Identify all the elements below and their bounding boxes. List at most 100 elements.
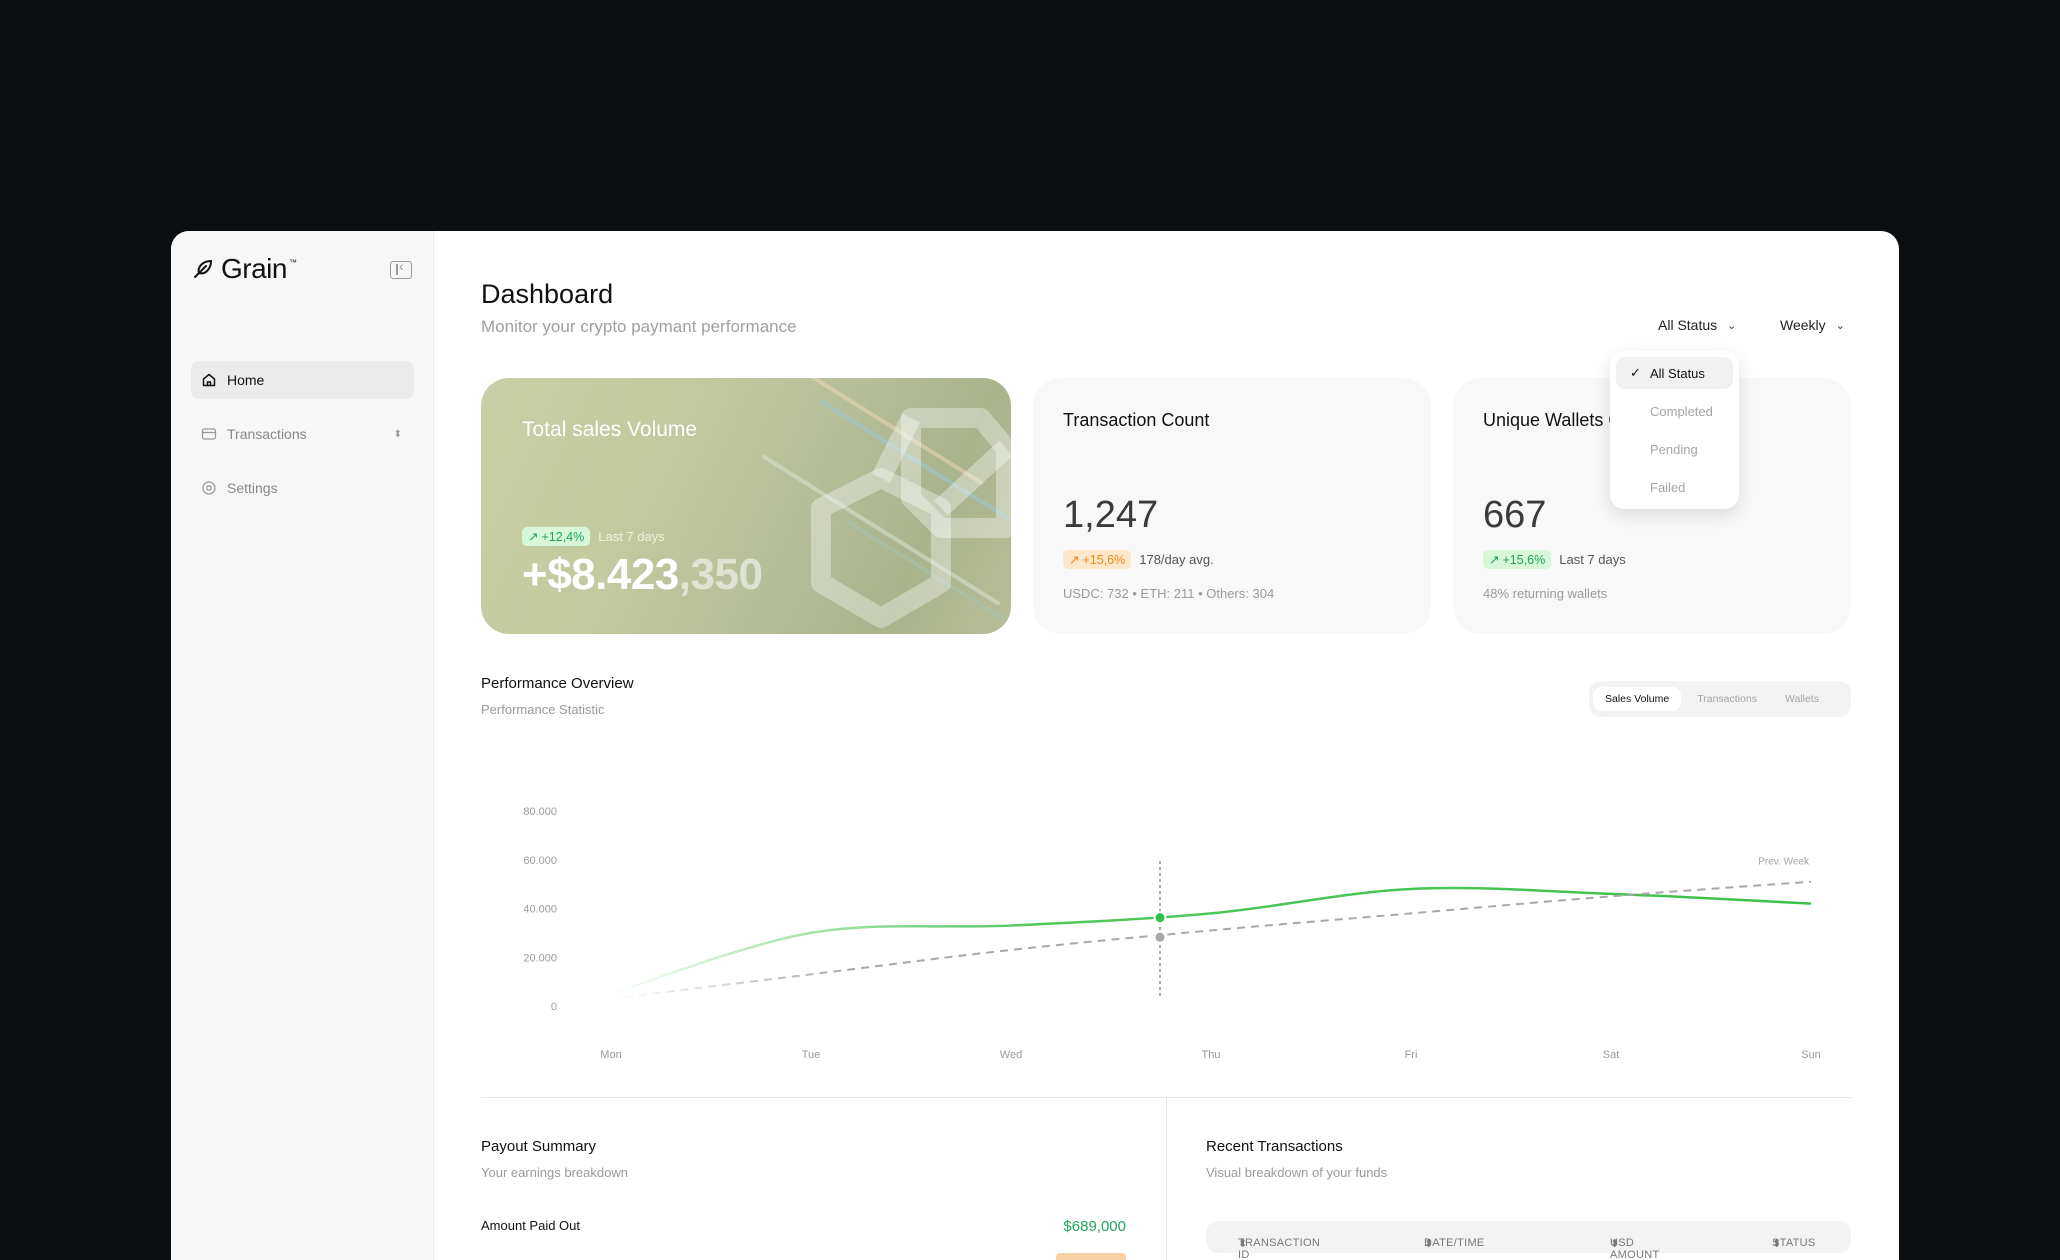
period-filter-label: Weekly — [1780, 317, 1826, 333]
card-note: 178/day avg. — [1139, 552, 1214, 567]
page-subtitle: Monitor your crypto paymant performance — [481, 317, 797, 336]
arrow-up-right-icon: ↗ — [1489, 553, 1500, 567]
sort-icon: ⬍ — [1610, 1238, 1620, 1250]
change-badge-value: +12,4% — [541, 529, 585, 544]
section-divider — [1166, 1098, 1167, 1260]
arrow-up-right-icon: ↗ — [1069, 553, 1080, 567]
sidebar-item-settings[interactable]: Settings — [191, 469, 414, 507]
performance-title: Performance Overview — [481, 675, 634, 692]
recent-transactions-subtitle: Visual breakdown of your funds — [1206, 1165, 1388, 1180]
column-label: STATUS — [1772, 1237, 1816, 1249]
y-tick-label: 0 — [551, 1001, 557, 1013]
app-window: Grain ™ Home Transactions ⬍ Settings Das… — [171, 231, 1899, 1260]
status-dropdown-menu: All Status Completed Pending Failed — [1610, 351, 1739, 509]
sort-icon: ⬍ — [1772, 1238, 1782, 1250]
sales-amount-main: +$8.423 — [522, 550, 679, 599]
chevron-down-icon: ⌄ — [1727, 319, 1737, 332]
change-badge: ↗ +15,6% — [1063, 550, 1132, 569]
tab-transactions[interactable]: Transactions — [1697, 693, 1757, 705]
change-badge-value: +15,6% — [1502, 552, 1546, 567]
period-label: Last 7 days — [598, 529, 665, 544]
change-row: ↗ +15,6% 178/day avg. — [1063, 550, 1214, 569]
y-tick-label: 60.000 — [523, 855, 557, 867]
chart-metric-tabs: Sales Volume Transactions Wallets — [1589, 681, 1851, 717]
dropdown-option-failed[interactable]: Failed — [1650, 479, 1686, 495]
sidebar-item-label: Home — [227, 372, 265, 388]
cube-graphic — [811, 408, 1011, 628]
column-label: USD AMOUNT — [1610, 1237, 1660, 1260]
y-tick-label: 80.000 — [523, 806, 557, 818]
payout-title: Payout Summary — [481, 1138, 597, 1155]
y-tick-label: 20.000 — [523, 952, 557, 964]
period-filter-dropdown[interactable]: Weekly ⌄ — [1780, 317, 1845, 333]
performance-subtitle: Performance Statistic — [481, 702, 605, 717]
sidebar-nav: Home Transactions ⬍ Settings — [191, 361, 414, 523]
change-row: ↗ +15,6% Last 7 days — [1483, 550, 1626, 569]
payout-subtitle: Your earnings breakdown — [481, 1165, 628, 1180]
dropdown-option-completed[interactable]: Completed — [1650, 403, 1713, 419]
sidebar: Grain ™ Home Transactions ⬍ Settings — [171, 231, 434, 1260]
chevron-down-icon: ⌄ — [1835, 319, 1845, 332]
column-label: TRANSACTION ID — [1238, 1237, 1321, 1260]
sales-amount-fraction: ,350 — [678, 550, 763, 599]
sales-change-row: ↗ +12,4% Last 7 days — [522, 527, 665, 546]
settings-icon — [202, 481, 216, 495]
payout-row: Amount Paid Out $689,000 — [481, 1218, 1126, 1235]
logo[interactable]: Grain ™ — [191, 253, 297, 285]
hover-point-prev[interactable] — [1153, 930, 1167, 944]
transactions-table-header: TRANSACTION ID ⬍ DATE/TIME ⬍ USD AMOUNT … — [1206, 1221, 1851, 1260]
change-badge-value: +15,6% — [1082, 552, 1126, 567]
recent-transactions-title: Recent Transactions — [1206, 1138, 1343, 1155]
logo-trademark: ™ — [288, 257, 297, 267]
series-label: Prev. Week — [1758, 857, 1810, 868]
leaf-logo-icon — [194, 259, 213, 278]
x-tick-label: Sun — [1801, 1049, 1821, 1061]
dropdown-option-all-status[interactable]: All Status — [1616, 357, 1733, 389]
dropdown-option-pending[interactable]: Pending — [1650, 441, 1698, 457]
collapse-sidebar-icon[interactable] — [390, 258, 412, 279]
x-tick-label: Fri — [1405, 1049, 1418, 1061]
payout-next-row-peek — [1056, 1253, 1126, 1260]
status-filter-dropdown[interactable]: All Status ⌄ — [1658, 317, 1736, 333]
tab-wallets[interactable]: Wallets — [1784, 693, 1819, 705]
home-icon — [202, 373, 216, 387]
main-content: Dashboard Monitor your crypto paymant pe… — [481, 231, 1851, 1260]
card-footer: 48% returning wallets — [1483, 586, 1608, 601]
x-tick-label: Tue — [802, 1049, 821, 1061]
card-note: Last 7 days — [1559, 552, 1626, 567]
x-tick-label: Sat — [1603, 1049, 1620, 1061]
payout-value: $689,000 — [1063, 1218, 1126, 1235]
logo-text: Grain — [221, 253, 287, 284]
x-tick-label: Wed — [1000, 1049, 1022, 1061]
column-label: DATE/TIME — [1424, 1237, 1485, 1249]
series-line-prev-week — [610, 880, 1812, 1000]
arrow-up-right-icon: ↗ — [528, 530, 539, 544]
page-title: Dashboard — [481, 279, 614, 309]
card-value: 1,247 — [1063, 494, 1159, 536]
tab-sales-volume[interactable]: Sales Volume — [1593, 687, 1682, 711]
performance-chart[interactable]: 80.000 60.000 40.000 20.000 0 Mon Tue Wed Thu Fr… — [481, 761, 1851, 1061]
payout-label: Amount Paid Out — [481, 1218, 580, 1233]
sidebar-item-home[interactable]: Home — [191, 361, 414, 399]
hover-point-current[interactable] — [1153, 911, 1167, 925]
transaction-count-card: Transaction Count 1,247 ↗ +15,6% 178/day… — [1033, 378, 1431, 634]
change-badge: ↗ +15,6% — [1483, 550, 1552, 569]
sales-amount: +$8.423,350 — [522, 550, 763, 600]
sort-icon: ⬍ — [1424, 1238, 1434, 1250]
y-tick-label: 40.000 — [523, 904, 557, 916]
x-tick-label: Mon — [600, 1049, 621, 1061]
card-value: 667 — [1483, 494, 1547, 536]
sidebar-item-label: Transactions — [227, 426, 307, 442]
card-icon — [201, 428, 217, 440]
section-divider — [481, 1097, 1851, 1098]
series-line-current — [610, 886, 1812, 996]
sales-card-title: Total sales Volume — [522, 418, 698, 441]
card-footer: USDC: 732 • ETH: 211 • Others: 304 — [1063, 586, 1275, 601]
change-badge: ↗ +12,4% — [522, 527, 591, 546]
sidebar-item-label: Settings — [227, 480, 278, 496]
card-title: Transaction Count — [1063, 410, 1210, 430]
expand-chevron-icon[interactable]: ⬍ — [393, 428, 402, 440]
sidebar-item-transactions[interactable]: Transactions ⬍ — [191, 415, 414, 453]
x-tick-label: Thu — [1202, 1049, 1221, 1061]
status-filter-label: All Status — [1658, 317, 1718, 333]
